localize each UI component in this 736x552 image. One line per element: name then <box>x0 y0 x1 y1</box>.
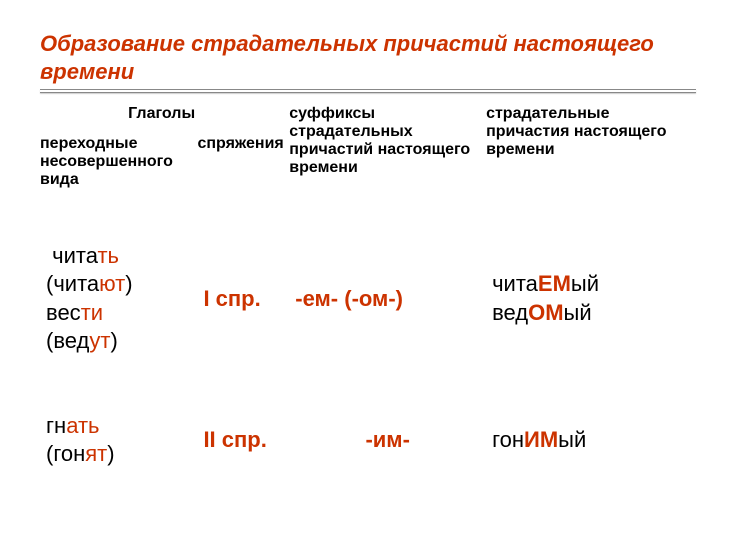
suffix-label: -ем- (-ом-) <box>295 286 403 311</box>
header-col3: суффиксы страдательных причастий настоящ… <box>289 101 486 197</box>
header-col1: переходные несовершенного вида <box>40 131 197 197</box>
verbs-cell: читать (читают) вести (ведут) <box>40 237 197 361</box>
verb-stem: чита <box>53 271 99 296</box>
title-underline <box>40 89 696 93</box>
verb-ending: ят <box>85 441 107 466</box>
result-post: ый <box>571 271 599 296</box>
result-post: ый <box>558 427 586 452</box>
header-col4: страдательные причастия настоящего време… <box>486 101 696 197</box>
header-table: Глаголы суффиксы страдательных причастий… <box>40 101 696 197</box>
result-line: гонИМый <box>492 427 690 453</box>
conjugation-label: I спр. <box>203 286 260 311</box>
verb-line: (гонят) <box>46 441 191 467</box>
verb-stem: гон <box>53 441 85 466</box>
results-cell: читаЕМый ведОМый <box>486 237 696 361</box>
verb-line: (читают) <box>46 271 191 297</box>
results-cell: гонИМый <box>486 361 696 474</box>
result-line: ведОМый <box>492 300 690 326</box>
verb-ending: ать <box>66 413 99 438</box>
conjugation-cell: II спр. <box>197 361 289 474</box>
result-pre: гон <box>492 427 524 452</box>
conjugation-label: II спр. <box>203 427 266 452</box>
result-suf: ОМ <box>528 300 563 325</box>
header-group-verbs: Глаголы <box>40 101 289 131</box>
verb-line: гнать <box>46 413 191 439</box>
verb-ending: ть <box>97 243 119 268</box>
verb-ending: ют <box>99 271 125 296</box>
body-table: читать (читают) вести (ведут) I спр. -ем… <box>40 237 696 473</box>
verb-stem: вес <box>46 300 81 325</box>
verb-stem: вед <box>53 328 89 353</box>
suffix-cell: -им- <box>289 361 486 474</box>
suffix-label: -им- <box>365 427 409 452</box>
verbs-cell: гнать (гонят) <box>40 361 197 474</box>
verb-ending: ти <box>81 300 103 325</box>
result-post: ый <box>564 300 592 325</box>
conjugation-cell: I спр. <box>197 237 289 361</box>
verb-line: читать <box>46 243 191 269</box>
result-pre: вед <box>492 300 528 325</box>
verb-ending: ут <box>89 328 110 353</box>
header-col2: спряжения <box>197 131 289 197</box>
result-suf: ИМ <box>524 427 558 452</box>
slide-title: Образование страдательных причастий наст… <box>40 30 696 85</box>
table-row: читать (читают) вести (ведут) I спр. -ем… <box>40 237 696 361</box>
verb-stem: чита <box>52 243 97 268</box>
verb-line: вести <box>46 300 191 326</box>
verb-line: (ведут) <box>46 328 191 354</box>
suffix-cell: -ем- (-ом-) <box>289 237 486 361</box>
verb-stem: гн <box>46 413 66 438</box>
result-line: читаЕМый <box>492 271 690 297</box>
table-row: гнать (гонят) II спр. -им- гонИМый <box>40 361 696 474</box>
result-suf: ЕМ <box>538 271 571 296</box>
result-pre: чита <box>492 271 538 296</box>
